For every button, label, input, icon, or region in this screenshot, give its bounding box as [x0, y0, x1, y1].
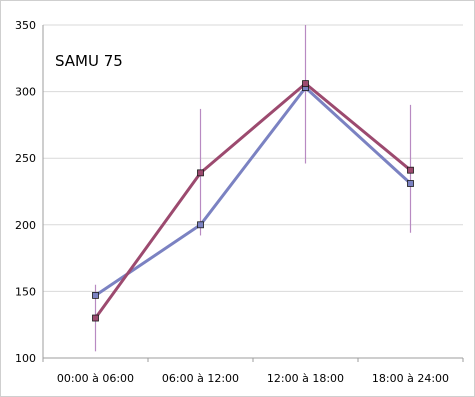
series-lines — [94, 82, 412, 319]
series-1-point-2 — [197, 221, 204, 229]
y-tick-label-250: 250 — [15, 152, 36, 165]
series-1-point-4 — [407, 180, 414, 187]
y-tick-label-300: 300 — [15, 86, 36, 99]
x-tick-label-3: 12:00 à 18:00 — [267, 372, 344, 385]
series-1-point-1 — [92, 291, 99, 299]
x-tick-label-1: 00:00 à 06:00 — [57, 372, 134, 385]
chart-title: SAMU 75 — [55, 52, 123, 70]
y-tick-label-100: 100 — [15, 352, 36, 365]
x-tick-label-2: 06:00 à 12:00 — [162, 372, 239, 385]
y-tick-label-350: 350 — [15, 19, 36, 32]
y-tick-label-150: 150 — [15, 285, 36, 298]
series-line-2 — [94, 82, 412, 319]
axes — [42, 25, 464, 362]
series-line-1 — [94, 86, 412, 297]
series-points — [92, 80, 414, 322]
x-tick-label-4: 18:00 à 24:00 — [372, 372, 449, 385]
series-2-point-4 — [407, 166, 414, 174]
series-2-point-2 — [197, 169, 204, 177]
y-axis-ticks: 100 150 200 250 300 350 — [15, 19, 36, 365]
series-2-point-3 — [302, 80, 309, 88]
x-axis-ticks: 00:00 à 06:00 06:00 à 12:00 12:00 à 18:00 1… — [57, 372, 449, 385]
series-2-point-1 — [92, 314, 99, 322]
y-tick-label-200: 200 — [15, 219, 36, 232]
